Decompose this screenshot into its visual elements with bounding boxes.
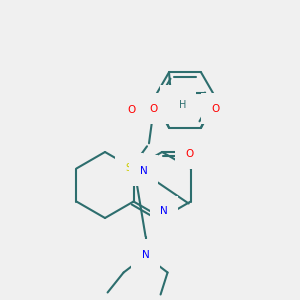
Text: N: N — [170, 95, 178, 105]
Text: N: N — [160, 206, 168, 216]
Text: O: O — [185, 149, 193, 159]
Text: O: O — [127, 105, 135, 115]
Text: N: N — [142, 250, 149, 260]
Text: O: O — [212, 103, 220, 113]
Text: H: H — [179, 100, 187, 110]
Text: O: O — [150, 103, 158, 113]
Text: S: S — [126, 163, 132, 173]
Text: N: N — [140, 166, 148, 176]
